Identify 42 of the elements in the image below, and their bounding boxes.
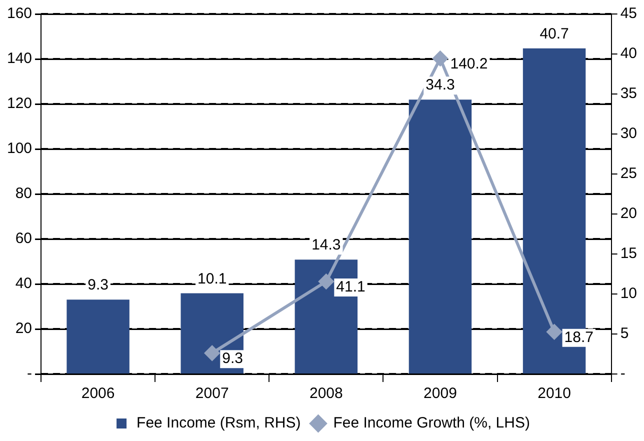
y-tick-label: 140 bbox=[6, 50, 32, 68]
y-tick-label: 120 bbox=[6, 95, 32, 112]
y2-tick-label: 15 bbox=[620, 245, 638, 262]
data-label: 9.3 bbox=[88, 276, 108, 294]
y2-tick-label: 20 bbox=[620, 205, 638, 222]
y-tick-label: 60 bbox=[15, 230, 32, 248]
bar bbox=[66, 300, 130, 374]
data-label: 9.3 bbox=[222, 350, 243, 368]
x-tick-label: 2009 bbox=[424, 385, 457, 402]
y2-tick-label: 25 bbox=[620, 165, 638, 182]
x-tick-label: 2010 bbox=[538, 385, 571, 402]
y2-tick-label: 10 bbox=[620, 285, 638, 302]
legend-label: Fee Income (Rsm, RHS) bbox=[136, 414, 301, 432]
legend-label: Fee Income Growth (%, LHS) bbox=[333, 414, 530, 432]
y-tick-label: - bbox=[27, 365, 32, 382]
y-tick-label: 20 bbox=[15, 320, 32, 338]
bar bbox=[180, 293, 244, 374]
y2-tick-label: 35 bbox=[620, 85, 638, 102]
y-tick-label: 40 bbox=[15, 275, 32, 292]
y-tick-label: 100 bbox=[6, 140, 32, 158]
data-label: 41.1 bbox=[336, 278, 366, 296]
y2-tick-label: 30 bbox=[620, 125, 638, 142]
data-label: 18.7 bbox=[564, 329, 594, 346]
point bbox=[204, 346, 220, 361]
data-label: 34.3 bbox=[426, 76, 455, 94]
point bbox=[318, 274, 334, 290]
bar bbox=[408, 100, 472, 374]
data-label: 10.1 bbox=[198, 270, 227, 288]
x-tick-label: 2006 bbox=[81, 385, 115, 402]
y2-tick-label: 5 bbox=[620, 325, 629, 342]
data-label: 14.3 bbox=[312, 236, 341, 254]
data-label: 40.7 bbox=[540, 26, 569, 43]
y-tick-label: 80 bbox=[15, 185, 32, 202]
point bbox=[546, 324, 562, 340]
y2-tick-label: 45 bbox=[620, 5, 638, 22]
x-tick-label: 2008 bbox=[309, 385, 343, 402]
data-label: 140.2 bbox=[450, 56, 488, 73]
point bbox=[432, 51, 448, 66]
y-tick-label: 160 bbox=[6, 5, 32, 22]
y2-tick-label: 40 bbox=[620, 45, 638, 62]
y2-tick-label: - bbox=[620, 365, 626, 382]
x-tick-label: 2007 bbox=[195, 385, 229, 402]
